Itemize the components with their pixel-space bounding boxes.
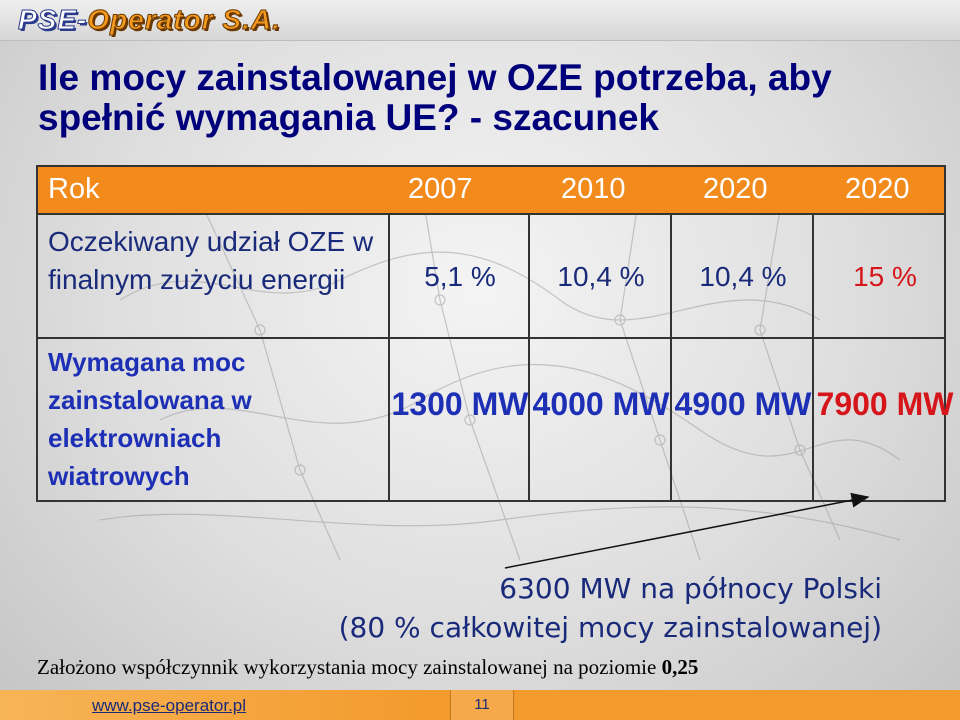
assumption-text: Założono współczynnik wykorzystania mocy… xyxy=(37,655,662,679)
share-value-2020a: 10,4 % xyxy=(699,261,787,292)
wind-value-2020a: 4900 MW xyxy=(674,386,812,422)
header-label: Rok xyxy=(48,173,100,205)
wind-value-2010: 4000 MW xyxy=(532,386,670,422)
share-row-label: Oczekiwany udział OZE w finalnym zużyciu… xyxy=(48,226,374,295)
column-divider xyxy=(812,215,814,500)
header-year-2: 2010 xyxy=(561,173,626,205)
column-divider xyxy=(670,215,672,500)
header-year-3: 2020 xyxy=(703,173,768,205)
wind-value-2007: 1300 MW xyxy=(391,386,529,422)
column-divider xyxy=(528,215,530,500)
capacity-percent-note: (80 % całkowitej mocy zainstalowanej) xyxy=(338,611,882,644)
wind-row-label: Wymagana moc zainstalowana w elektrownia… xyxy=(48,347,252,491)
slide-title: Ile mocy zainstalowanej w OZE potrzeba, … xyxy=(38,57,832,138)
footer-website-link[interactable]: www.pse-operator.pl xyxy=(92,696,247,715)
footer-bar: www.pse-operator.pl 11 xyxy=(0,690,960,720)
assumption-value: 0,25 xyxy=(661,655,699,679)
share-value-2020b: 15 % xyxy=(853,261,917,292)
column-divider xyxy=(388,215,390,500)
table-header-row: Rok 2007 2010 2020 2020 xyxy=(38,167,944,215)
share-value-2007: 5,1 % xyxy=(424,261,496,292)
assumption-note: Założono współczynnik wykorzystania mocy… xyxy=(37,655,917,680)
header-year-4: 2020 xyxy=(845,173,910,205)
north-capacity-note: 6300 MW na północy Polski xyxy=(499,572,882,605)
header-year-1: 2007 xyxy=(408,173,473,205)
row-divider xyxy=(38,337,944,339)
share-value-2010: 10,4 % xyxy=(557,261,645,292)
data-table: Rok 2007 2010 2020 2020 Oczekiwany udzia… xyxy=(36,165,953,502)
logo-operator: Operator S.A. xyxy=(87,4,281,36)
wind-value-2020b: 7900 MW xyxy=(816,386,954,422)
logo-pse: PSE- xyxy=(17,4,88,36)
company-logo: PSE-Operator S.A. xyxy=(17,4,281,36)
page-number: 11 xyxy=(450,690,514,720)
logo-bar: PSE-Operator S.A. xyxy=(0,0,960,41)
